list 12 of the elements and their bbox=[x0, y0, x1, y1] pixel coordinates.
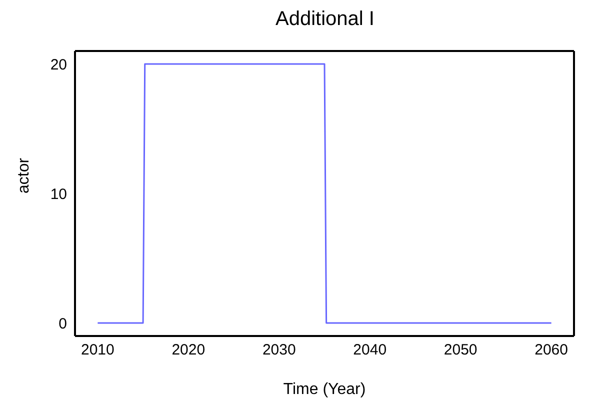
x-tick-label: 2040 bbox=[353, 342, 387, 359]
y-tick-label: 0 bbox=[58, 315, 67, 332]
x-axis-title: Time (Year) bbox=[283, 381, 366, 398]
y-tick-label: 20 bbox=[50, 56, 67, 74]
x-tick-label: 2030 bbox=[262, 342, 296, 359]
chart-title: Additional I bbox=[274, 8, 376, 31]
x-tick-label: 2060 bbox=[534, 342, 568, 359]
x-tick-label: 2050 bbox=[444, 342, 478, 359]
x-tick-label: 2020 bbox=[172, 342, 206, 359]
x-tick-label: 2010 bbox=[80, 342, 114, 359]
y-tick-label: 10 bbox=[50, 186, 67, 203]
y-axis-title: actor bbox=[16, 157, 33, 194]
